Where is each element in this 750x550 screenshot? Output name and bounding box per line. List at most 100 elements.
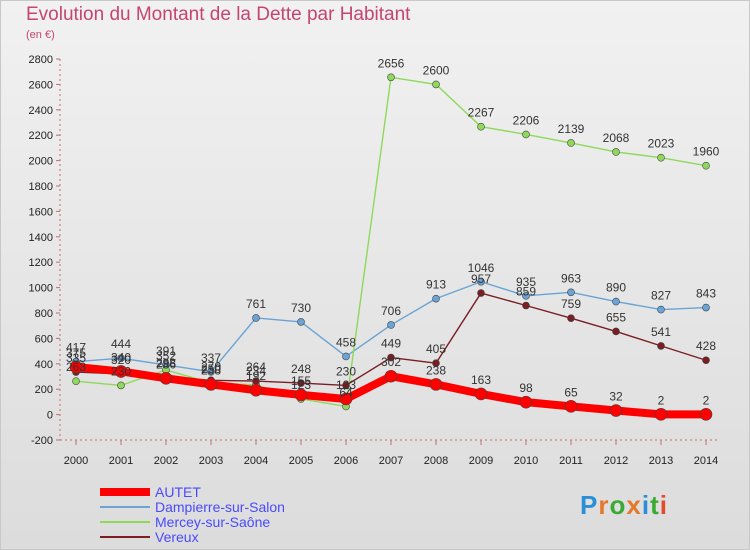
data-point — [699, 408, 713, 421]
data-label: 270 — [201, 359, 221, 373]
data-label: 963 — [561, 271, 581, 285]
data-point — [69, 360, 83, 374]
x-tick-label: 2012 — [604, 455, 628, 467]
data-point — [117, 354, 125, 363]
data-point — [522, 130, 530, 139]
data-label: 155 — [291, 374, 311, 388]
data-label: 286 — [156, 357, 176, 371]
y-tick-label: 1400 — [29, 232, 53, 244]
data-label: 458 — [336, 335, 356, 349]
data-point — [564, 400, 578, 413]
data-point — [252, 314, 260, 322]
data-label: 2 — [703, 393, 710, 407]
data-point — [657, 305, 665, 314]
y-tick-label: -200 — [31, 435, 53, 447]
data-point — [567, 288, 575, 297]
data-label: 250 — [201, 362, 221, 376]
data-label: 449 — [381, 337, 401, 351]
data-label: 337 — [201, 351, 221, 365]
legend-label: Dampierre-sur-Salon — [155, 499, 285, 515]
data-point — [297, 379, 305, 387]
data-label: 405 — [426, 342, 446, 356]
data-label: 298 — [156, 356, 176, 370]
data-label: 123 — [336, 378, 356, 392]
data-label: 541 — [651, 325, 671, 339]
data-point — [387, 73, 395, 82]
data-label: 391 — [156, 344, 176, 358]
data-label: 1960 — [693, 145, 720, 159]
x-tick-label: 2014 — [694, 455, 718, 467]
data-point — [657, 342, 665, 350]
x-tick-label: 2005 — [289, 455, 313, 467]
data-point — [477, 122, 485, 131]
data-label: 335 — [66, 351, 86, 365]
y-tick-label: 2600 — [29, 79, 53, 91]
x-tick-label: 2000 — [64, 455, 88, 467]
data-label: 2023 — [648, 137, 675, 151]
data-label: 761 — [246, 297, 266, 311]
data-label: 2267 — [468, 106, 495, 120]
data-label: 65 — [564, 385, 578, 399]
data-label: 444 — [111, 337, 131, 351]
data-point — [702, 161, 710, 170]
data-label: 123 — [291, 378, 311, 392]
data-label: 64 — [339, 385, 353, 399]
data-point — [114, 365, 128, 378]
data-point — [522, 301, 530, 310]
data-point — [567, 314, 575, 323]
data-point — [159, 371, 173, 385]
data-label: 417 — [66, 341, 86, 355]
data-label: 957 — [471, 272, 491, 286]
data-point — [612, 297, 620, 306]
y-tick-label: 2800 — [29, 54, 53, 66]
x-tick-label: 2007 — [379, 455, 403, 467]
y-tick-label: 800 — [35, 308, 53, 320]
y-tick-label: 200 — [35, 384, 53, 396]
data-label: 192 — [246, 369, 266, 383]
data-point — [432, 80, 440, 89]
data-point — [117, 381, 125, 390]
x-tick-label: 2011 — [559, 455, 583, 467]
legend-label: Mercey-sur-Saône — [155, 514, 271, 530]
data-point — [657, 153, 665, 162]
data-label: 234 — [246, 364, 266, 378]
data-point — [429, 378, 443, 391]
data-label: 730 — [291, 301, 311, 315]
legend-label: Vereux — [155, 529, 199, 545]
data-label: 706 — [381, 304, 401, 318]
data-label: 890 — [606, 281, 626, 295]
data-label: 320 — [111, 353, 131, 367]
y-tick-label: 1600 — [29, 206, 53, 218]
data-label: 230 — [111, 364, 131, 378]
x-tick-label: 2009 — [469, 455, 493, 467]
data-point — [477, 277, 485, 286]
data-point — [207, 368, 215, 376]
legend-swatch — [100, 506, 150, 508]
y-tick-label: 2400 — [29, 105, 53, 117]
data-label: 2206 — [513, 113, 540, 127]
legend-swatch — [100, 536, 150, 538]
data-point — [297, 318, 305, 326]
data-point — [702, 356, 710, 365]
data-point — [477, 289, 485, 297]
data-point — [474, 387, 488, 401]
data-point — [294, 388, 308, 402]
data-point — [519, 395, 533, 409]
y-tick-label: 1000 — [29, 283, 53, 295]
y-tick-label: 2000 — [29, 156, 53, 168]
legend-swatch — [100, 488, 150, 496]
data-point — [432, 359, 440, 367]
data-point — [609, 404, 623, 417]
data-label: 263 — [66, 360, 86, 374]
data-label: 302 — [381, 355, 401, 369]
x-tick-label: 2003 — [199, 455, 223, 467]
data-point — [702, 303, 710, 312]
data-label: 264 — [246, 360, 266, 374]
data-point — [204, 378, 218, 391]
data-label: 428 — [696, 339, 716, 353]
chart-unit: (en €) — [26, 29, 55, 41]
data-label: 2600 — [423, 63, 450, 77]
data-point — [342, 381, 350, 390]
y-tick-label: 1800 — [29, 181, 53, 193]
